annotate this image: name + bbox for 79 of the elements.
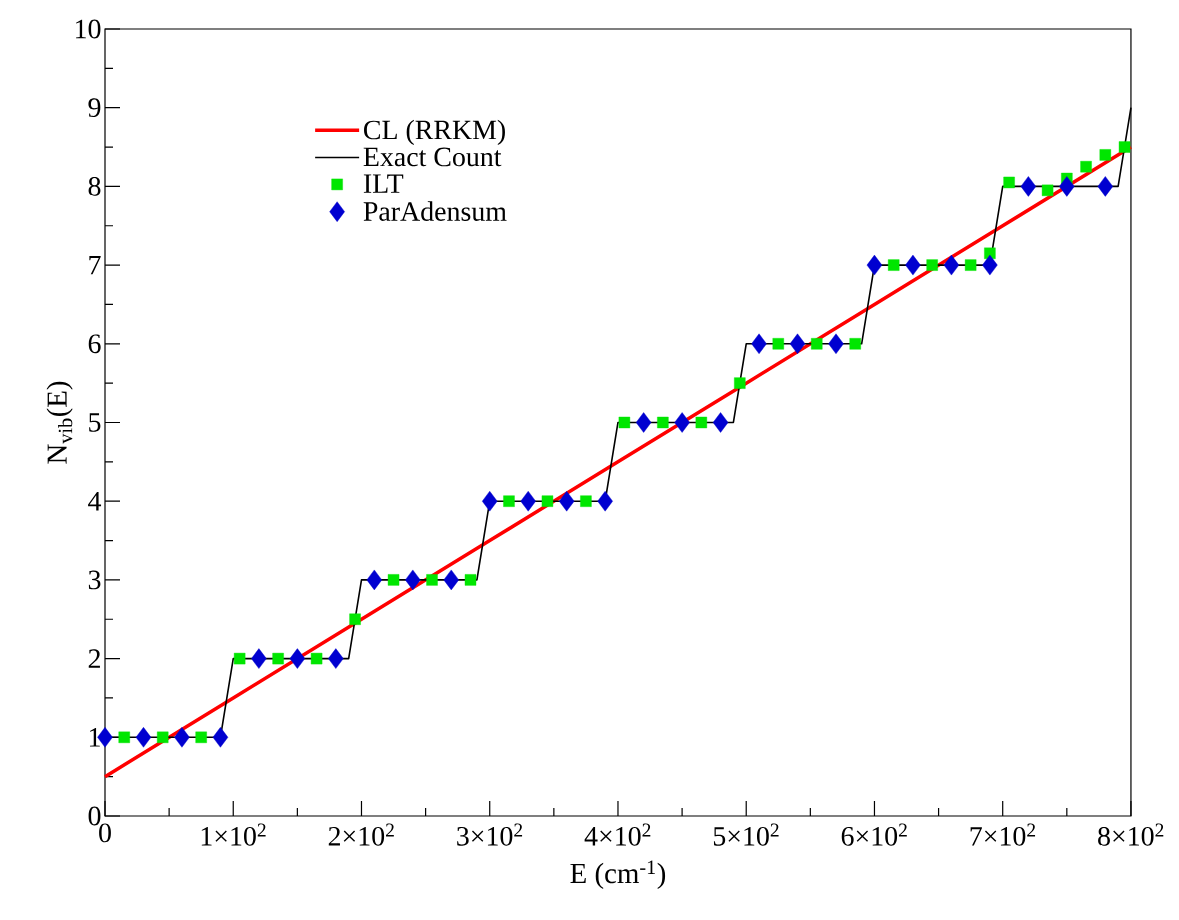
y-tick-label: 10 — [76, 19, 101, 39]
point — [597, 491, 613, 512]
point — [366, 569, 383, 591]
x-tick-label: 6×10$^{2}$ — [841, 823, 907, 846]
point — [1059, 176, 1075, 197]
x-tick-label: 7×10$^{2}$ — [970, 823, 1036, 846]
point — [464, 574, 477, 586]
point — [982, 254, 998, 276]
point — [558, 491, 575, 512]
point — [349, 613, 361, 625]
y-tick-label: 1 — [89, 728, 100, 747]
point — [695, 416, 708, 429]
y-tick-label: 2 — [88, 649, 100, 668]
point — [482, 491, 498, 512]
point — [657, 416, 669, 429]
x-tick-label: 4×10$^{2}$ — [584, 823, 651, 846]
point — [772, 338, 784, 350]
point — [751, 333, 767, 354]
point — [580, 495, 592, 507]
point — [674, 412, 690, 433]
point — [520, 491, 536, 512]
point — [251, 648, 267, 669]
point — [734, 377, 746, 389]
y-tick-label: 6 — [88, 334, 101, 354]
point — [443, 569, 459, 591]
point — [618, 416, 631, 429]
point — [289, 648, 306, 669]
point — [635, 412, 652, 433]
point — [828, 333, 844, 354]
point — [387, 574, 400, 586]
point — [310, 652, 323, 665]
y-tick-label: 5 — [89, 413, 101, 432]
point — [233, 652, 246, 665]
point — [212, 727, 229, 748]
y-tick-label: 4 — [88, 492, 102, 511]
x-tick-label: 3×10$^{2}$ — [457, 823, 523, 846]
point — [118, 731, 130, 743]
point — [328, 648, 344, 669]
point — [888, 259, 900, 271]
point — [943, 254, 960, 276]
legend-label: Exact Count — [363, 147, 502, 167]
y-tick-label: 8 — [88, 176, 101, 196]
x-tick-label: 1×10$^{2}$ — [201, 823, 266, 846]
point — [1099, 149, 1111, 161]
point — [541, 495, 554, 507]
point — [157, 731, 169, 743]
point — [272, 652, 284, 665]
point — [849, 338, 861, 350]
x-tick-label: 2×10$^{2}$ — [328, 823, 394, 846]
point — [926, 259, 938, 271]
point — [174, 727, 190, 748]
legend-label: CL (RRKM) — [364, 119, 505, 146]
y-tick-label: 9 — [88, 98, 101, 118]
x-axis-title: E (cm$^{-1}$) — [570, 860, 666, 890]
point — [503, 495, 515, 507]
point — [195, 731, 207, 743]
y-axis-title: N$_{vib}$(E) — [46, 381, 73, 464]
point — [1118, 141, 1131, 153]
point — [426, 574, 438, 586]
point — [1080, 161, 1092, 173]
point — [1041, 184, 1054, 197]
y-tick-label: 3 — [88, 570, 101, 590]
legend-label: ParAdensum — [363, 201, 507, 221]
x-tick-label: 8×10$^{2}$ — [1098, 823, 1164, 846]
legend-label: ILT — [363, 174, 404, 193]
y-tick-label: 7 — [89, 255, 101, 275]
point — [789, 333, 806, 354]
point — [866, 254, 883, 276]
point — [964, 259, 977, 271]
point — [1097, 176, 1113, 197]
point — [135, 727, 152, 748]
x-tick-label: 5×10$^{2}$ — [713, 823, 779, 846]
point — [1020, 176, 1037, 197]
point — [712, 412, 729, 433]
point — [1003, 176, 1015, 189]
point — [405, 569, 421, 591]
point — [905, 254, 921, 276]
point — [811, 338, 823, 350]
y-tick-label: 0 — [88, 806, 101, 826]
